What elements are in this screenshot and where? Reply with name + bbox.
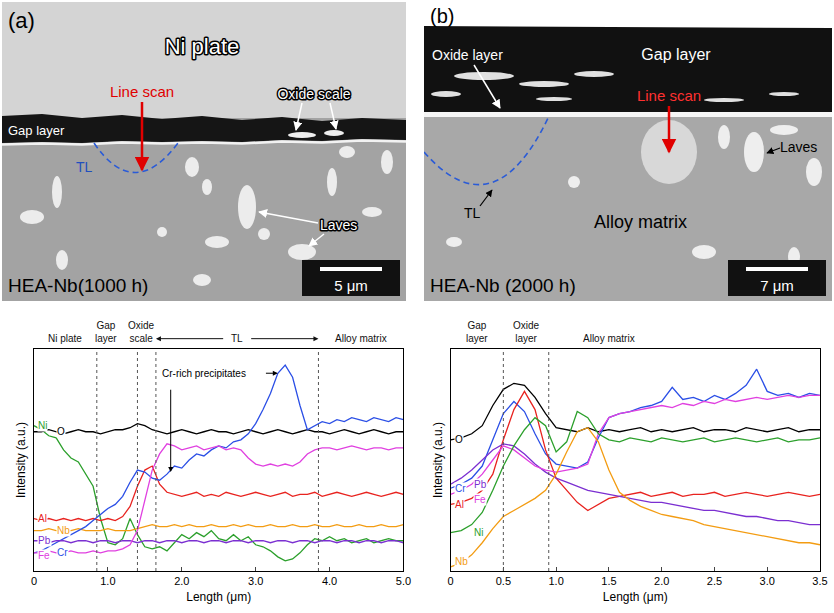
svg-text:Oxidelayer: Oxidelayer — [513, 320, 540, 344]
svg-text:O: O — [57, 426, 65, 437]
svg-text:Cr: Cr — [57, 547, 68, 558]
svg-text:Intensity (a.u.): Intensity (a.u.) — [431, 422, 445, 498]
svg-text:(b): (b) — [430, 5, 454, 27]
svg-text:Laves: Laves — [320, 217, 357, 233]
svg-text:Line scan: Line scan — [637, 87, 701, 104]
svg-text:Fe: Fe — [474, 494, 486, 505]
svg-text:4.0: 4.0 — [322, 575, 337, 587]
svg-text:3.0: 3.0 — [248, 575, 263, 587]
svg-text:Al: Al — [38, 513, 47, 524]
svg-text:Gap layer: Gap layer — [8, 123, 65, 138]
svg-text:HEA-Nb (2000 h): HEA-Nb (2000 h) — [430, 275, 576, 296]
svg-text:Pb: Pb — [474, 479, 487, 490]
svg-text:Line scan: Line scan — [110, 83, 174, 100]
svg-text:Cr: Cr — [455, 483, 466, 494]
svg-text:Laves: Laves — [780, 139, 817, 155]
svg-text:Length (μm): Length (μm) — [186, 590, 251, 604]
svg-text:Nb: Nb — [455, 556, 468, 567]
svg-text:1.0: 1.0 — [548, 575, 563, 587]
svg-text:0.5: 0.5 — [496, 575, 511, 587]
svg-text:Intensity (a.u.): Intensity (a.u.) — [14, 422, 28, 498]
svg-text:HEA-Nb(1000 h): HEA-Nb(1000 h) — [8, 275, 148, 296]
svg-text:1.5: 1.5 — [601, 575, 616, 587]
svg-text:Gap layer: Gap layer — [641, 46, 711, 63]
svg-text:Gaplayer: Gaplayer — [95, 320, 117, 344]
svg-text:5.0: 5.0 — [396, 575, 411, 587]
svg-text:Ni plate: Ni plate — [165, 34, 240, 59]
svg-text:Oxide layer: Oxide layer — [432, 47, 503, 63]
svg-text:Ni: Ni — [38, 420, 47, 431]
svg-text:2.0: 2.0 — [654, 575, 669, 587]
svg-text:Fe: Fe — [38, 550, 50, 561]
svg-text:3.0: 3.0 — [760, 575, 775, 587]
svg-text:2.0: 2.0 — [174, 575, 189, 587]
svg-text:Length (μm): Length (μm) — [603, 590, 668, 604]
svg-text:O: O — [455, 434, 463, 445]
svg-text:Cr-rich precipitates: Cr-rich precipitates — [162, 368, 246, 379]
svg-text:7 μm: 7 μm — [760, 277, 794, 294]
svg-text:TL: TL — [76, 159, 93, 175]
svg-text:Nb: Nb — [57, 525, 70, 536]
svg-text:Ni: Ni — [474, 527, 483, 538]
svg-text:TL: TL — [464, 205, 481, 221]
svg-text:0: 0 — [31, 575, 37, 587]
svg-text:2.5: 2.5 — [707, 575, 722, 587]
svg-text:(a): (a) — [8, 8, 35, 33]
svg-text:Ni plate: Ni plate — [48, 333, 82, 344]
svg-text:Alloy matrix: Alloy matrix — [583, 333, 635, 344]
svg-text:Alloy matrix: Alloy matrix — [594, 212, 687, 232]
svg-text:3.5: 3.5 — [812, 575, 827, 587]
svg-text:Al: Al — [455, 499, 464, 510]
svg-text:Alloy matrix: Alloy matrix — [335, 333, 387, 344]
svg-text:1.0: 1.0 — [100, 575, 115, 587]
svg-text:5 μm: 5 μm — [334, 277, 368, 294]
svg-text:TL: TL — [231, 333, 243, 344]
svg-text:Oxide scale: Oxide scale — [277, 86, 350, 102]
svg-text:Oxidescale: Oxidescale — [128, 320, 155, 344]
svg-text:Pb: Pb — [38, 535, 51, 546]
svg-text:0: 0 — [448, 575, 454, 587]
svg-text:Gaplayer: Gaplayer — [466, 320, 488, 344]
